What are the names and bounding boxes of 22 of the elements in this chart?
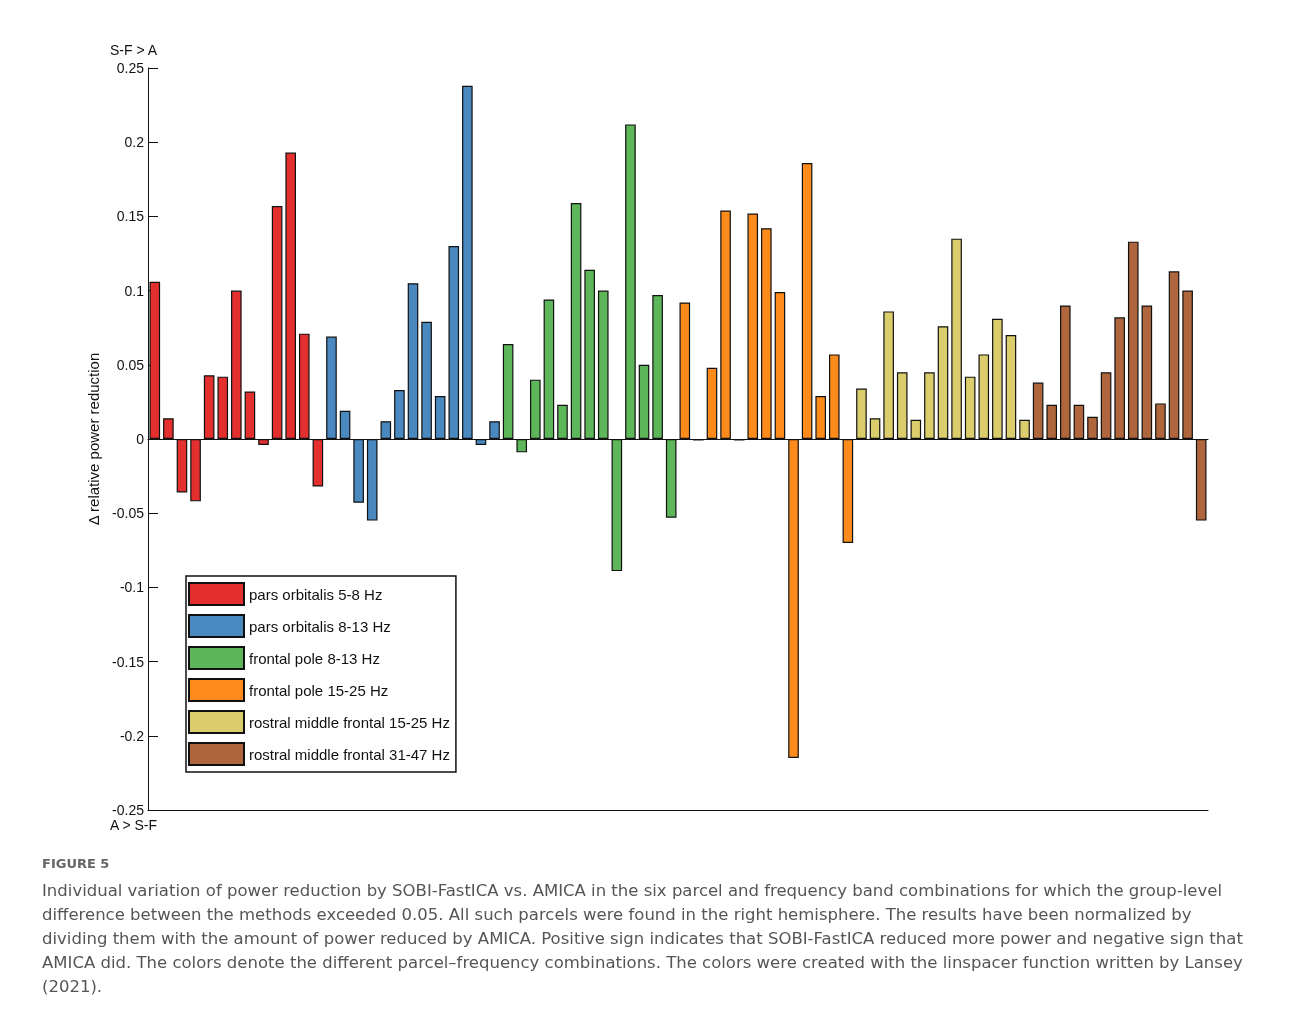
caption: FIGURE 5	[42, 856, 111, 871]
legend-label: pars orbitalis 5-8 Hz	[249, 585, 383, 603]
y-tick-label: -0.05	[112, 505, 145, 522]
y-tick-label: -0.15	[112, 653, 145, 670]
text: Individual variation of power reduction by SOBI-FastICA vs. AMICA in the six parcel and frequency band combinations for which the group-level difference between the methods exceeded 0.05. All such parcels were found in the right hemisphere. The results have been normalized by dividing them with the amount of power reduced by AMICA. Positive sign indicates that SOBI-FastICA reduced more power and negative sign that AMICA did. The colors denote the different parcel–frequency combinations. The colors were created with the linspacer function written by Lansey (2021).	[42, 880, 1244, 998]
y-tick-label: 0.05	[116, 356, 145, 373]
y-tick-label: 0.1	[124, 282, 145, 299]
y-tick-label: -0.2	[119, 727, 145, 744]
legend-label: rostral middle frontal 31-47 Hz	[249, 745, 450, 763]
y-tick-label: 0.2	[124, 134, 145, 151]
y-tick-label: -0.1	[119, 579, 145, 596]
y-tick-label: 0.25	[116, 60, 145, 76]
legend-label: frontal pole 15-25 Hz	[249, 681, 389, 699]
y-axis-title: Δ relative power reduction	[85, 352, 103, 526]
legend-label: pars orbitalis 8-13 Hz	[249, 617, 391, 635]
y-tick-label: 0	[136, 431, 145, 447]
text: A > S-F	[110, 817, 158, 833]
y-tick-label: -0.25	[112, 802, 145, 818]
legend-label: rostral middle frontal 15-25 Hz	[249, 713, 450, 731]
legend-label: frontal pole 8-13 Hz	[249, 649, 380, 667]
text: S-F > A	[110, 42, 158, 58]
y-tick-label: 0.15	[116, 208, 145, 225]
